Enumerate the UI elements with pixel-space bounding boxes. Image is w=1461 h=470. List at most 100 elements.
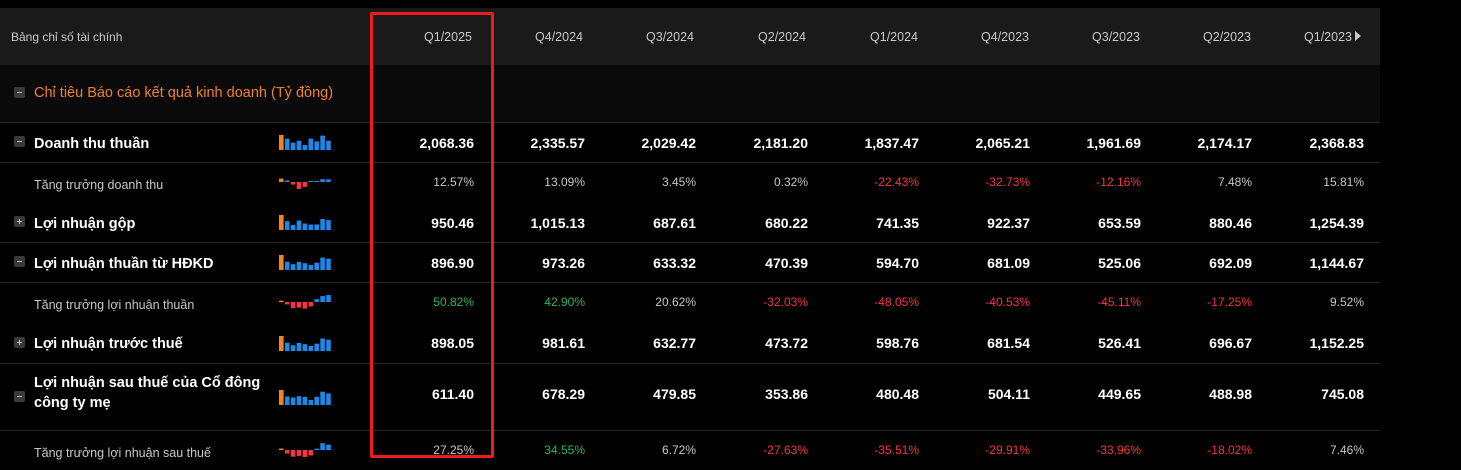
sparkline-chart — [279, 389, 331, 405]
table-cell: 880.46 — [1209, 215, 1252, 231]
sparkline-bar — [308, 224, 314, 230]
table-cell: 473.72 — [765, 335, 808, 351]
scroll-right-arrow-icon[interactable] — [1355, 31, 1361, 41]
table-cell: 681.09 — [987, 255, 1030, 271]
table-cell: 696.67 — [1209, 335, 1252, 351]
table-cell: 678.29 — [542, 386, 585, 402]
sparkline-bar — [314, 224, 319, 230]
sparkline-bar — [290, 397, 296, 405]
collapse-row-icon[interactable] — [14, 390, 25, 402]
table-cell: 898.05 — [431, 335, 474, 351]
table-cell: 981.61 — [542, 335, 585, 351]
sparkline-bar — [279, 255, 284, 270]
table-cell: -29.91% — [985, 443, 1030, 457]
row-label: Doanh thu thuần — [34, 136, 150, 152]
column-header-q2-2024[interactable]: Q2/2024 — [758, 30, 806, 44]
sparkline-bar — [284, 221, 290, 230]
column-header-q1-2023[interactable]: Q1/2023 — [1304, 30, 1352, 44]
table-cell: 2,368.83 — [1309, 135, 1365, 151]
sparkline-bar — [308, 181, 314, 182]
column-header-q1-2024[interactable]: Q1/2024 — [870, 30, 918, 44]
column-header-q4-2024[interactable]: Q4/2024 — [535, 30, 583, 44]
table-cell: 504.11 — [987, 386, 1030, 402]
table-row: Doanh thu thuần 2,068.36 2,335.57 2,029.42 2… — [0, 122, 1380, 163]
sparkline-bar — [302, 145, 308, 150]
table-cell: 15.81% — [1323, 175, 1364, 189]
table-cell: 1,144.67 — [1309, 255, 1365, 271]
table-cell: -17.25% — [1207, 295, 1252, 309]
sparkline-bar — [308, 265, 314, 270]
sparkline-bar — [296, 342, 302, 351]
sparkline-bar — [296, 220, 302, 230]
column-header-q1-2025[interactable]: Q1/2025 — [424, 30, 472, 44]
table-cell: 2,068.36 — [419, 135, 475, 151]
sparkline-bar — [302, 263, 308, 270]
table-cell: 741.35 — [876, 215, 919, 231]
sparkline-bar — [326, 179, 331, 182]
sparkline-bar — [284, 302, 290, 305]
table-cell: 0.32% — [773, 175, 808, 189]
sparkline-bar — [290, 302, 296, 309]
sparkline-bar — [320, 257, 325, 270]
sparkline-bar — [284, 180, 290, 182]
sparkline-bar — [326, 140, 331, 150]
sparkline-bar — [279, 215, 284, 230]
sparkline-bar — [279, 448, 284, 450]
row-label: Lợi nhuận gộp — [34, 216, 136, 232]
sparkline-bar — [308, 302, 314, 307]
sparkline-bar — [308, 138, 314, 150]
sparkline-bar — [314, 448, 319, 450]
sparkline-bar — [320, 218, 325, 230]
column-header-q2-2023[interactable]: Q2/2023 — [1203, 30, 1251, 44]
table-cell: 34.55% — [544, 443, 585, 457]
table-cell: -40.53% — [985, 295, 1030, 309]
column-header-q3-2023[interactable]: Q3/2023 — [1092, 30, 1140, 44]
sparkline-bar — [320, 296, 325, 302]
sparkline-bar — [279, 335, 284, 351]
collapse-section-icon[interactable] — [14, 87, 25, 98]
collapse-row-icon[interactable] — [14, 256, 25, 267]
column-header-q4-2023[interactable]: Q4/2023 — [981, 30, 1029, 44]
table-cell: 13.09% — [544, 175, 585, 189]
sparkline-bar — [302, 223, 308, 230]
sparkline-bar — [279, 178, 284, 182]
table-row: Lợi nhuận thuần từ HĐKD 896.90 973.26 633.3… — [0, 242, 1380, 283]
row-label: Tăng trưởng lợi nhuận sau thuế — [34, 446, 211, 460]
sparkline-bar — [308, 399, 314, 405]
collapse-row-icon[interactable] — [14, 136, 25, 147]
table-cell: 526.41 — [1098, 335, 1141, 351]
table-cell: -18.02% — [1207, 443, 1252, 457]
sparkline-bar — [302, 182, 308, 187]
table-title: Bảng chỉ số tài chính — [11, 30, 123, 44]
table-cell: 1,837.47 — [864, 135, 920, 151]
sparkline-bar — [320, 135, 325, 150]
expand-row-icon[interactable] — [14, 216, 25, 227]
table-cell: 1,254.39 — [1309, 215, 1365, 231]
table-cell: 12.57% — [433, 175, 474, 189]
table-cell: 480.48 — [876, 386, 919, 402]
expand-row-icon[interactable] — [14, 336, 25, 348]
table-cell: 9.52% — [1329, 295, 1364, 309]
sparkline-bar — [320, 391, 325, 405]
sparkline-bar — [314, 141, 319, 150]
table-cell: 973.26 — [542, 255, 585, 271]
column-header-q3-2024[interactable]: Q3/2024 — [646, 30, 694, 44]
sparkline-bar — [290, 344, 296, 351]
table-cell: 2,335.57 — [530, 135, 586, 151]
table-cell: 6.72% — [661, 443, 696, 457]
sparkline-bar — [296, 140, 302, 150]
table-cell: 488.98 — [1209, 386, 1252, 402]
table-cell: 27.25% — [433, 443, 474, 457]
table-cell: 3.45% — [661, 175, 696, 189]
table-cell: 7.46% — [1329, 443, 1364, 457]
table-row: Lợi nhuận sau thuế của Cổ đông công ty m… — [0, 363, 1380, 431]
sparkline-bar — [302, 302, 308, 309]
table-cell: 2,174.17 — [1197, 135, 1253, 151]
table-row: Tăng trưởng doanh thu 12.57% 13.09% 3.45% 0.… — [0, 162, 1380, 202]
sparkline-bar — [314, 299, 319, 302]
sparkline-bar — [279, 300, 284, 302]
table-cell: 353.86 — [765, 386, 808, 402]
table-cell: 598.76 — [876, 335, 919, 351]
table-cell: 2,065.21 — [975, 135, 1031, 151]
table-row: Lợi nhuận trước thuế 898.05 981.61 632.77 47… — [0, 322, 1380, 364]
